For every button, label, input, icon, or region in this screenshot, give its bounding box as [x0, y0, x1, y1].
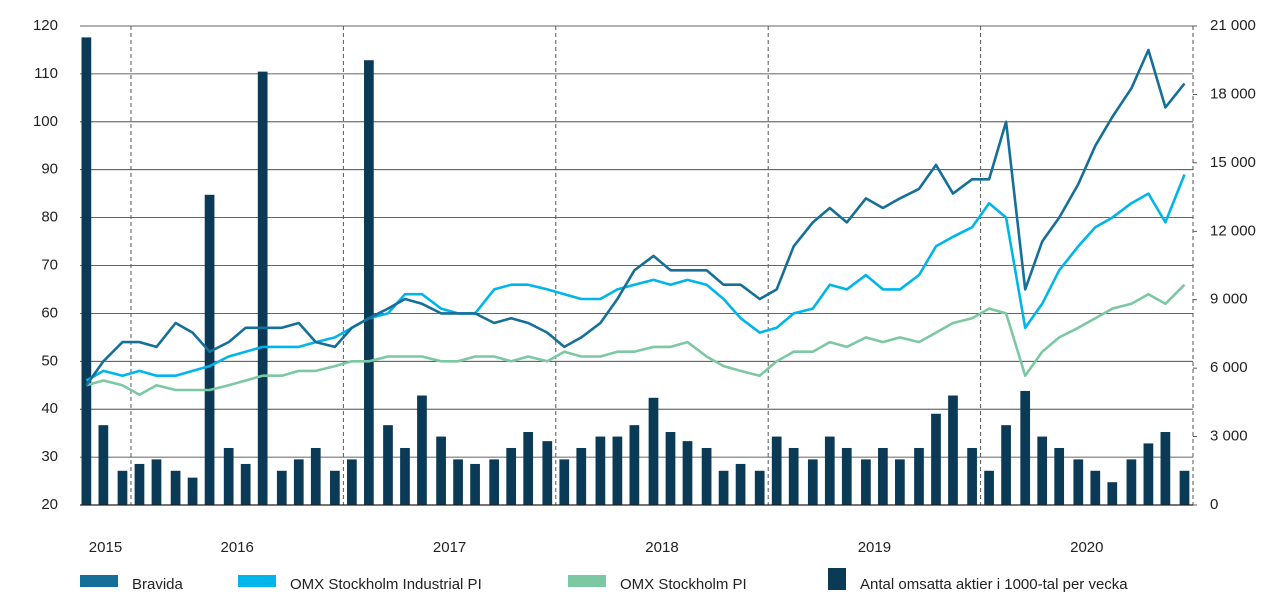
- volume-bar: [330, 470, 340, 505]
- volume-bar: [878, 447, 888, 505]
- volume-bar: [754, 470, 765, 505]
- volume-bar: [364, 60, 374, 505]
- y-tick-label: 120: [33, 17, 58, 34]
- volume-bar: [665, 432, 676, 505]
- volume-bar: [895, 459, 905, 505]
- legend-swatch: [828, 568, 846, 590]
- volume-bar: [1126, 459, 1137, 505]
- x-tick-label: 2016: [220, 539, 253, 556]
- volume-bar: [807, 459, 818, 505]
- legend-swatch: [568, 575, 606, 587]
- volume-bar: [735, 463, 746, 505]
- volume-bar: [824, 436, 835, 505]
- volume-bar: [595, 436, 606, 505]
- volume-bar: [1107, 482, 1118, 505]
- y2-tick-label: 6 000: [1210, 359, 1248, 376]
- y-tick-label: 70: [41, 256, 58, 273]
- volume-bar: [417, 395, 427, 505]
- y2-tick-label: 3 000: [1210, 428, 1248, 445]
- volume-bar: [648, 397, 659, 505]
- volume-bar: [134, 463, 145, 505]
- volume-bar: [1037, 436, 1048, 505]
- volume-bar: [223, 447, 234, 505]
- volume-bar: [967, 447, 977, 505]
- volume-bar: [257, 71, 268, 505]
- y-tick-label: 60: [41, 304, 58, 321]
- volume-bar: [771, 436, 782, 505]
- x-tick-label: 2015: [89, 539, 122, 556]
- y2-tick-label: 18 000: [1210, 85, 1256, 102]
- volume-bar: [914, 447, 924, 505]
- volume-bar: [841, 447, 852, 505]
- y-tick-label: 110: [34, 65, 58, 82]
- legend-swatch: [238, 575, 276, 587]
- y2-tick-label: 0: [1210, 496, 1218, 513]
- volume-bar: [98, 425, 109, 505]
- volume-bar: [718, 470, 729, 505]
- volume-bar: [788, 447, 799, 505]
- legend-label: Antal omsatta aktier i 1000-tal per veck…: [860, 576, 1128, 593]
- volume-bar: [1073, 459, 1084, 505]
- x-tick-label: 2017: [433, 539, 466, 556]
- x-tick-label: 2019: [858, 539, 891, 556]
- y2-tick-label: 15 000: [1210, 154, 1256, 171]
- volume-bar: [682, 441, 693, 505]
- legend-label: OMX Stockholm Industrial PI: [290, 576, 482, 593]
- series-line: [86, 283, 1186, 397]
- volume-bar: [117, 470, 128, 505]
- x-tick-label: 2020: [1070, 539, 1103, 556]
- volume-bar: [170, 470, 181, 505]
- volume-bar: [701, 447, 712, 505]
- volume-bar: [151, 459, 162, 505]
- y-tick-label: 20: [41, 496, 58, 513]
- volume-bar: [276, 470, 287, 505]
- y-tick-label: 50: [41, 352, 58, 369]
- volume-bar: [984, 470, 994, 505]
- volume-bar: [523, 432, 534, 505]
- volume-bar: [948, 395, 958, 505]
- volume-bar: [1054, 447, 1065, 505]
- volume-bar: [542, 441, 553, 505]
- legend-label: Bravida: [132, 576, 184, 593]
- volume-bar: [470, 463, 480, 505]
- volume-bar: [861, 459, 871, 505]
- volume-bar: [453, 459, 463, 505]
- volume-bar: [1160, 432, 1171, 505]
- y-tick-label: 40: [41, 400, 58, 417]
- volume-bar: [559, 459, 570, 505]
- volume-bar: [310, 447, 321, 505]
- volume-bar: [347, 459, 357, 505]
- volume-bar: [436, 436, 446, 505]
- y2-tick-label: 21 000: [1210, 17, 1256, 34]
- volume-bar: [400, 447, 410, 505]
- y-tick-label: 30: [41, 448, 58, 465]
- volume-bar: [612, 436, 623, 505]
- volume-bar: [506, 447, 517, 505]
- volume-bar: [1020, 390, 1031, 505]
- volume-bar: [81, 37, 92, 506]
- y-tick-label: 80: [41, 209, 58, 226]
- volume-bar: [240, 463, 251, 505]
- y-tick-label: 90: [41, 161, 58, 178]
- volume-bar: [629, 425, 640, 505]
- volume-bar: [187, 477, 198, 505]
- volume-bar: [1090, 470, 1101, 505]
- y2-tick-label: 9 000: [1210, 291, 1248, 308]
- y2-tick-label: 12 000: [1210, 222, 1256, 239]
- series-line: [85, 174, 1186, 382]
- volume-bar: [576, 447, 587, 505]
- volume-bar: [1143, 443, 1154, 505]
- x-tick-label: 2018: [645, 539, 678, 556]
- volume-bar: [489, 459, 500, 505]
- volume-bar: [293, 459, 304, 505]
- volume-bar: [931, 413, 941, 505]
- volume-bar: [1179, 470, 1190, 505]
- legend-label: OMX Stockholm PI: [620, 576, 747, 593]
- volume-bar: [1001, 425, 1011, 505]
- volume-bar: [383, 425, 393, 505]
- series-line: [85, 48, 1186, 387]
- legend-swatch: [80, 575, 118, 587]
- y-tick-label: 100: [33, 113, 58, 130]
